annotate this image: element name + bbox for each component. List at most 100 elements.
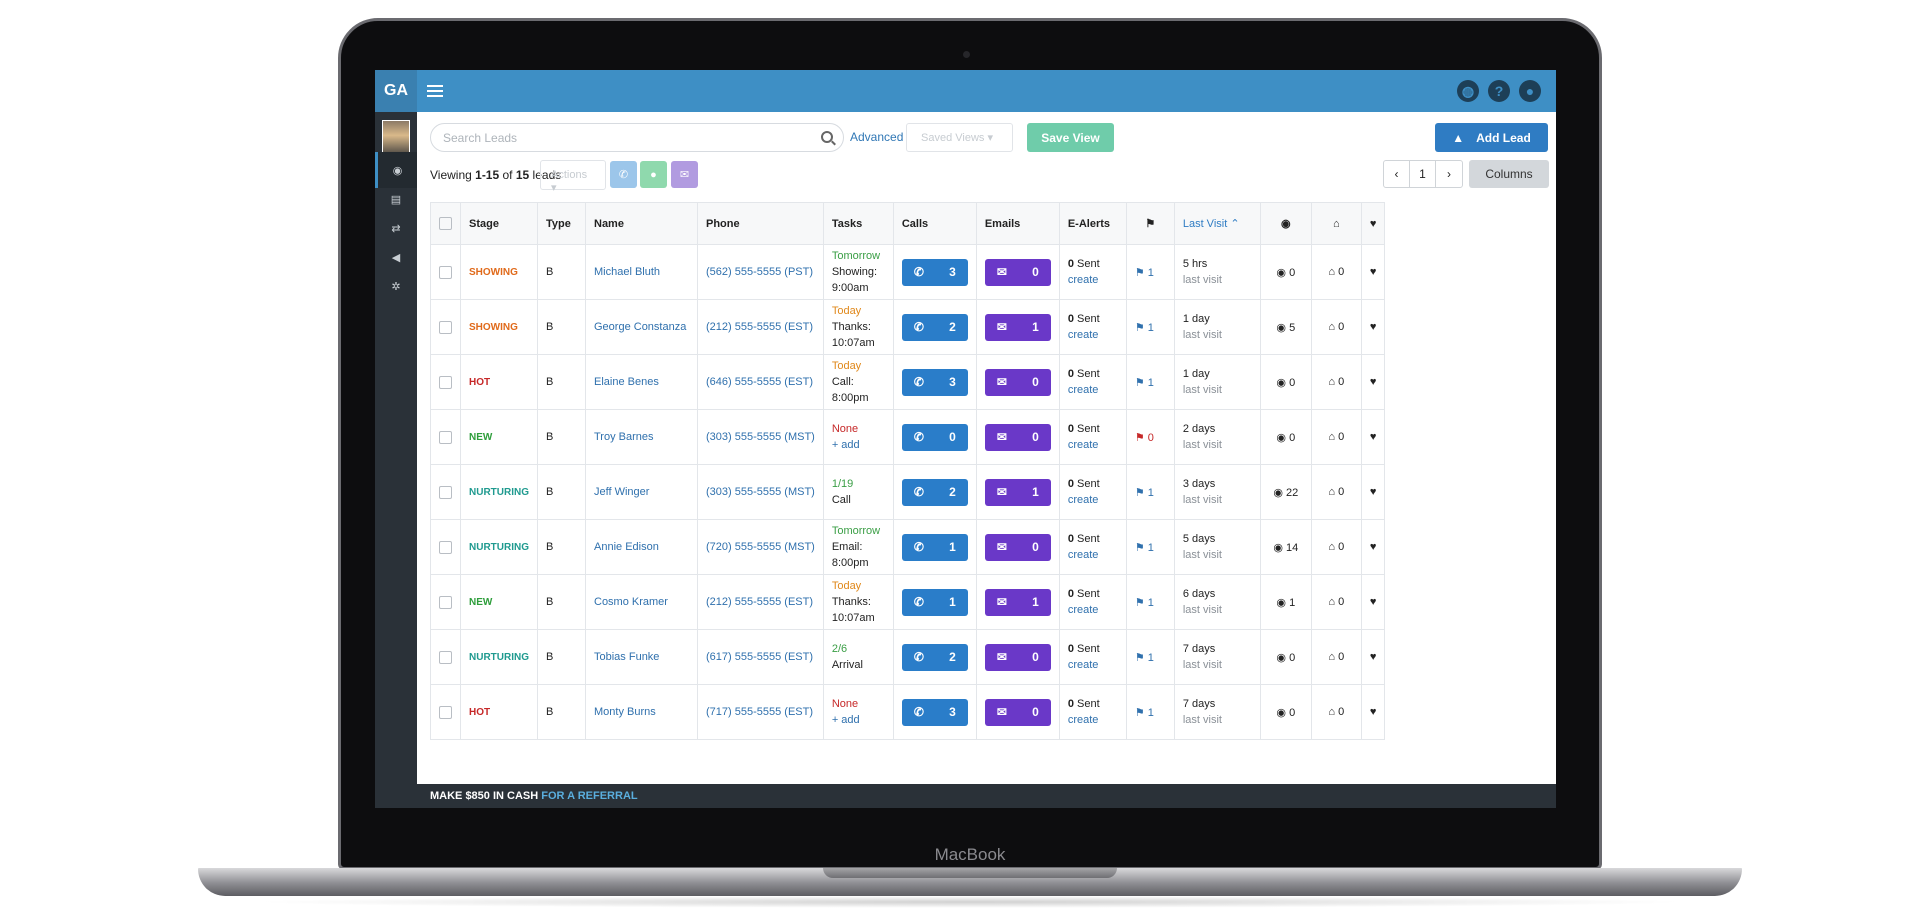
col-stage[interactable]: Stage [460,202,538,245]
col-emails[interactable]: Emails [975,202,1060,245]
calls-button[interactable]: ✆ 2 [901,643,968,671]
globe-icon[interactable]: ◍ [1457,80,1479,102]
col-phone[interactable]: Phone [697,202,824,245]
gear-icon[interactable]: ✲ [391,280,401,293]
actions-select[interactable]: Actions ▾ [540,160,606,194]
col-favorites[interactable]: ♥ [1360,202,1386,245]
col-e-alerts[interactable]: E-Alerts [1058,202,1127,245]
create-alert-link[interactable]: create [1067,714,1099,726]
phone-link[interactable]: (212) 555-5555 (EST) [706,321,813,333]
table-row[interactable]: NURTURING B Annie Edison (720) 555-5555 (MS… [430,519,1386,575]
emails-button[interactable]: ✉ 1 [984,588,1051,616]
megaphone-icon[interactable]: ◀ [391,251,401,264]
advanced-link[interactable]: Advanced [850,130,904,144]
calls-button[interactable]: ✆ 0 [901,423,968,451]
dashboard-icon[interactable]: ◉ [375,152,417,188]
lead-name-link[interactable]: Michael Bluth [594,266,661,278]
phone-link[interactable]: (212) 555-5555 (EST) [706,596,813,608]
referral-link[interactable]: FOR A REFERRAL [541,790,638,802]
flag-count-link[interactable]: ⚑ 0 [1135,432,1154,444]
phone-link[interactable]: (646) 555-5555 (EST) [706,376,813,388]
row-checkbox[interactable] [439,430,452,444]
phone-link[interactable]: (617) 555-5555 (EST) [706,651,813,663]
emails-button[interactable]: ✉ 0 [984,698,1051,726]
lead-name-link[interactable]: Annie Edison [594,541,659,553]
flag-count-link[interactable]: ⚑ 1 [1135,597,1154,609]
phone-link[interactable]: (717) 555-5555 (EST) [706,706,813,718]
col-type[interactable]: Type [537,202,586,245]
col-homes[interactable]: ⌂ [1310,202,1362,245]
create-alert-link[interactable]: create [1067,274,1099,286]
table-row[interactable]: SHOWING B George Constanza (212) 555-5555 (… [430,299,1386,355]
search-icon[interactable] [821,131,833,143]
add-lead-button[interactable]: ▲ Add Lead [1435,123,1548,152]
task-detail[interactable]: + add [831,714,860,726]
table-row[interactable]: HOT B Elaine Benes (646) 555-5555 (EST) Toda… [430,354,1386,410]
create-alert-link[interactable]: create [1067,494,1099,506]
col-flag[interactable]: ⚑ [1125,202,1175,245]
col-tasks[interactable]: Tasks [822,202,894,245]
create-alert-link[interactable]: create [1067,604,1099,616]
calls-button[interactable]: ✆ 2 [901,313,968,341]
search-input[interactable]: Search Leads [430,123,844,152]
col-views[interactable]: ◉ [1259,202,1312,245]
referral-banner[interactable]: MAKE $850 IN CASH FOR A REFERRAL [417,784,1556,808]
col-last-visit[interactable]: Last Visit ⌃ [1173,202,1261,245]
emails-button[interactable]: ✉ 0 [984,643,1051,671]
create-alert-link[interactable]: create [1067,549,1099,561]
row-checkbox[interactable] [439,265,452,279]
lead-name-link[interactable]: Elaine Benes [594,376,659,388]
prev-page-button[interactable]: ‹ [1384,161,1410,187]
create-alert-link[interactable]: create [1067,439,1099,451]
lead-name-link[interactable]: George Constanza [594,321,687,333]
row-checkbox[interactable] [439,705,452,719]
create-alert-link[interactable]: create [1067,329,1099,341]
row-checkbox[interactable] [439,320,452,334]
saved-views-select[interactable]: Saved Views ▾ [906,123,1013,152]
emails-button[interactable]: ✉ 0 [984,423,1051,451]
menu-icon[interactable] [427,82,443,100]
table-row[interactable]: NURTURING B Jeff Winger (303) 555-5555 (MST… [430,464,1386,520]
lead-name-link[interactable]: Cosmo Kramer [594,596,668,608]
row-checkbox[interactable] [439,595,452,609]
help-icon[interactable]: ? [1488,80,1510,102]
emails-button[interactable]: ✉ 1 [984,313,1051,341]
lead-name-link[interactable]: Jeff Winger [594,486,650,498]
bulk-text-button[interactable]: ● [640,161,667,188]
transfer-icon[interactable]: ⇄ [391,222,401,235]
flag-count-link[interactable]: ⚑ 1 [1135,377,1154,389]
create-alert-link[interactable]: create [1067,659,1099,671]
flag-count-link[interactable]: ⚑ 1 [1135,487,1154,499]
current-page[interactable]: 1 [1410,161,1436,187]
flag-count-link[interactable]: ⚑ 1 [1135,707,1154,719]
lead-name-link[interactable]: Troy Barnes [594,431,654,443]
flag-count-link[interactable]: ⚑ 1 [1135,542,1154,554]
table-row[interactable]: NURTURING B Tobias Funke (617) 555-5555 (ES… [430,629,1386,685]
table-row[interactable]: NEW B Cosmo Kramer (212) 555-5555 (EST) Toda… [430,574,1386,630]
emails-button[interactable]: ✉ 1 [984,478,1051,506]
col-calls[interactable]: Calls [892,202,977,245]
row-checkbox[interactable] [439,540,452,554]
col-name[interactable]: Name [585,202,698,245]
phone-link[interactable]: (303) 555-5555 (MST) [706,431,815,443]
flag-count-link[interactable]: ⚑ 1 [1135,652,1154,664]
table-row[interactable]: SHOWING B Michael Bluth (562) 555-5555 (PST… [430,244,1386,300]
emails-button[interactable]: ✉ 0 [984,533,1051,561]
bulk-call-button[interactable]: ✆ [610,161,637,188]
app-logo[interactable]: GA [375,70,417,112]
calls-button[interactable]: ✆ 3 [901,368,968,396]
save-view-button[interactable]: Save View [1027,123,1114,152]
calls-button[interactable]: ✆ 2 [901,478,968,506]
calls-button[interactable]: ✆ 3 [901,258,968,286]
emails-button[interactable]: ✉ 0 [984,258,1051,286]
select-all-checkbox[interactable] [439,217,452,230]
emails-button[interactable]: ✉ 0 [984,368,1051,396]
flag-count-link[interactable]: ⚑ 1 [1135,322,1154,334]
table-row[interactable]: HOT B Monty Burns (717) 555-5555 (EST) None +… [430,684,1386,740]
lead-name-link[interactable]: Monty Burns [594,706,656,718]
phone-link[interactable]: (720) 555-5555 (MST) [706,541,815,553]
calls-button[interactable]: ✆ 3 [901,698,968,726]
phone-link[interactable]: (562) 555-5555 (PST) [706,266,813,278]
bulk-email-button[interactable]: ✉ [671,161,698,188]
row-checkbox[interactable] [439,375,452,389]
